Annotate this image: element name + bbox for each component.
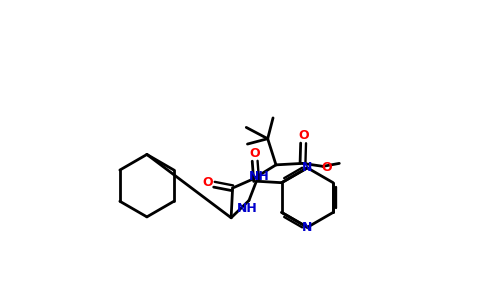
- Text: O: O: [250, 147, 260, 160]
- Text: O: O: [298, 129, 309, 142]
- Text: NH: NH: [249, 170, 270, 183]
- Text: O: O: [202, 176, 213, 190]
- Text: N: N: [302, 221, 313, 234]
- Text: N: N: [302, 161, 313, 174]
- Text: O: O: [322, 161, 333, 174]
- Text: NH: NH: [237, 202, 258, 215]
